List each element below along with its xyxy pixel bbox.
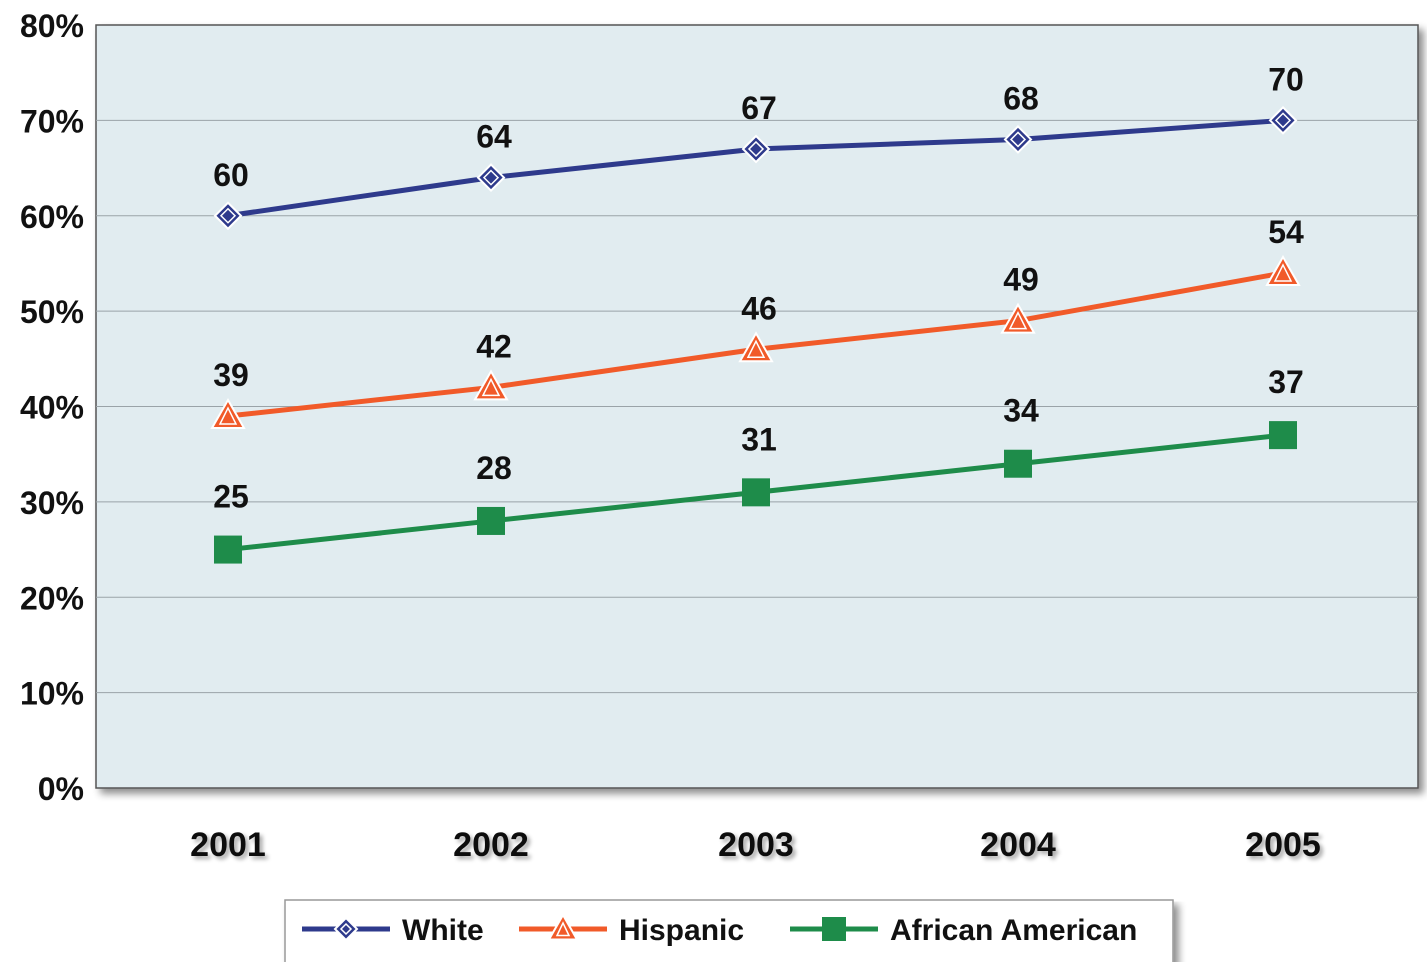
data-label: 42 xyxy=(476,328,512,364)
data-labels: 60 64 67 68 70 39 42 46 49 54 25 28 31 34 37 xyxy=(213,61,1304,514)
legend-item: White xyxy=(302,914,484,947)
data-point-square xyxy=(1269,421,1297,450)
data-point-triangle xyxy=(1000,302,1036,334)
data-point-square xyxy=(822,917,846,941)
y-tick-label: 10% xyxy=(20,676,84,712)
x-tick-label: 2002 xyxy=(453,826,529,864)
data-label: 67 xyxy=(741,90,777,126)
data-point-triangle xyxy=(473,369,509,401)
legend-box xyxy=(284,899,1174,962)
data-point-diamond xyxy=(1003,125,1033,154)
y-tick-label: 70% xyxy=(20,103,84,139)
data-label: 25 xyxy=(213,479,249,515)
data-point-diamond xyxy=(476,163,506,193)
x-tick-label: 2004 xyxy=(980,826,1056,864)
data-label: 39 xyxy=(213,357,249,393)
legend-item: African American xyxy=(790,914,1137,947)
data-label: 37 xyxy=(1268,364,1304,400)
series-layer xyxy=(210,105,1301,564)
data-label: 64 xyxy=(476,119,512,155)
gridlines xyxy=(96,119,1418,694)
data-point-triangle xyxy=(210,398,246,430)
data-point-diamond xyxy=(741,134,771,164)
legend-label: Hispanic xyxy=(619,914,744,947)
data-label: 28 xyxy=(476,450,512,486)
y-tick-label: 20% xyxy=(20,580,84,616)
x-tick-label: 2005 xyxy=(1245,826,1321,864)
data-point-diamond xyxy=(213,201,243,231)
data-point-square xyxy=(477,506,505,535)
y-tick-label: 80% xyxy=(20,8,84,44)
data-point-triangle xyxy=(1265,254,1301,286)
legend-label: White xyxy=(402,914,484,947)
data-label: 70 xyxy=(1268,61,1304,97)
legend-item: Hispanic xyxy=(519,912,744,947)
y-tick-label: 0% xyxy=(38,771,84,807)
data-label: 31 xyxy=(741,421,777,457)
data-label: 60 xyxy=(213,157,249,193)
data-label: 49 xyxy=(1003,262,1039,298)
x-axis: 2001 2002 2003 2004 2005 xyxy=(190,826,1321,864)
legend: White Hispanic African American xyxy=(284,899,1174,962)
y-tick-label: 60% xyxy=(20,199,84,235)
data-label: 46 xyxy=(741,290,777,326)
data-point-square xyxy=(1004,449,1032,478)
data-point-diamond xyxy=(333,916,359,942)
legend-label: African American xyxy=(890,914,1137,947)
y-tick-label: 50% xyxy=(20,294,84,330)
x-tick-label: 2001 xyxy=(190,826,266,864)
data-label: 34 xyxy=(1003,393,1039,429)
y-tick-label: 40% xyxy=(20,390,84,426)
data-point-square xyxy=(214,535,242,564)
x-tick-label: 2003 xyxy=(718,826,794,864)
data-point-triangle xyxy=(547,912,579,941)
data-point-square xyxy=(742,478,770,507)
data-label: 54 xyxy=(1268,214,1304,250)
data-label: 68 xyxy=(1003,80,1039,116)
data-point-diamond xyxy=(1268,105,1298,135)
y-axis: 0% 10% 20% 30% 40% 50% 60% 70% 80% xyxy=(20,8,84,807)
y-tick-label: 30% xyxy=(20,485,84,521)
data-point-triangle xyxy=(738,331,774,363)
